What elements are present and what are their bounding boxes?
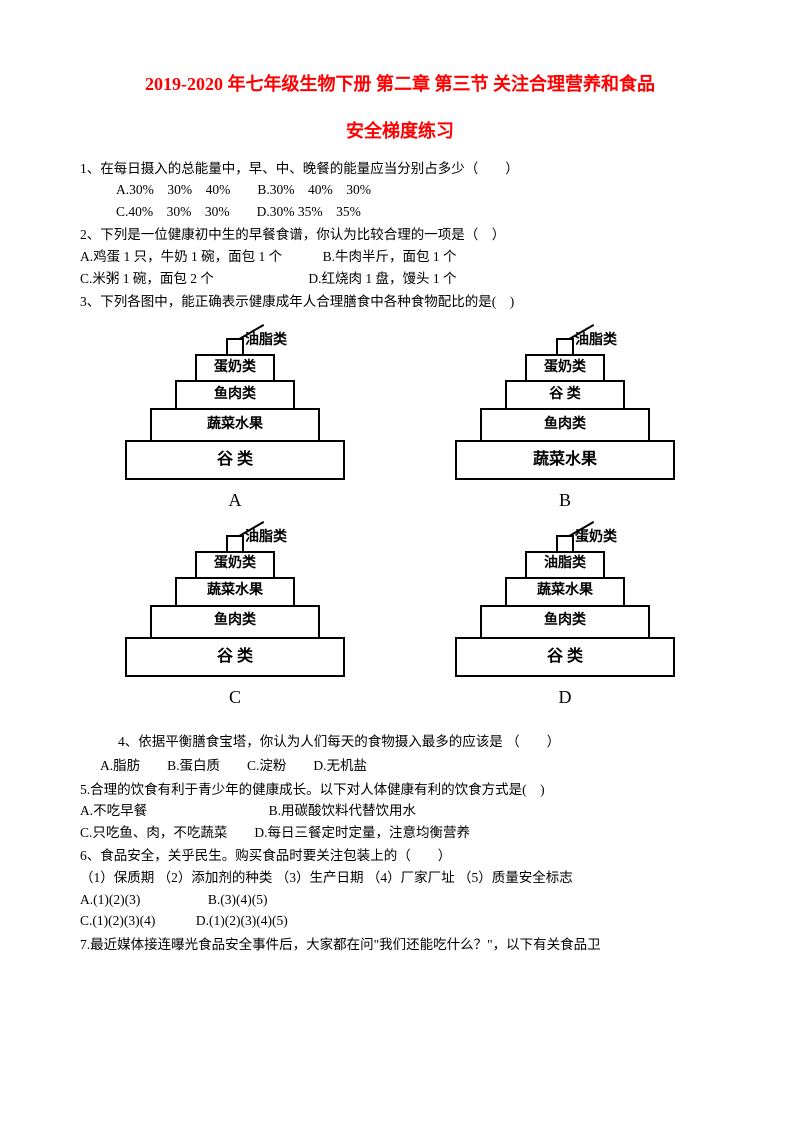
pyramid-B-l1: 蛋奶类 xyxy=(525,354,605,382)
pyramid-D-l3: 鱼肉类 xyxy=(480,605,650,639)
q2-optC: C.米粥 1 碗，面包 2 个 xyxy=(80,271,214,286)
q5-optD: D.每日三餐定时定量，注意均衡营养 xyxy=(254,825,470,840)
q4-optA: A.脂肪 xyxy=(100,758,140,773)
pyramid-C-l3: 鱼肉类 xyxy=(150,605,320,639)
title-line1: 2019-2020 年七年级生物下册 第二章 第三节 关注合理营养和食品 xyxy=(80,70,720,99)
q1-options-row1: A.30% 30% 40% B.30% 40% 30% xyxy=(80,179,720,201)
q6-optC: C.(1)(2)(3)(4) xyxy=(80,913,155,928)
q4-optD: D.无机盐 xyxy=(313,758,367,773)
pyramid-C-top: 油脂类 xyxy=(245,527,287,549)
pyramid-B: 油脂类 蛋奶类 谷 类 鱼肉类 蔬菜水果 B xyxy=(430,338,700,515)
q5-row2: C.只吃鱼、肉，不吃蔬菜 D.每日三餐定时定量，注意均衡营养 xyxy=(80,822,720,844)
q6-row1: A.(1)(2)(3) B.(3)(4)(5) xyxy=(80,889,720,911)
pyramid-A-l4: 谷 类 xyxy=(125,440,345,480)
document-title: 2019-2020 年七年级生物下册 第二章 第三节 关注合理营养和食品 安全梯… xyxy=(80,70,720,146)
pyramid-C-label: C xyxy=(229,683,241,712)
pyramid-C: 油脂类 蛋奶类 蔬菜水果 鱼肉类 谷 类 C xyxy=(100,535,370,712)
q4-options: A.脂肪 B.蛋白质 C.淀粉 D.无机盐 xyxy=(80,755,720,777)
q1-optC: C.40% 30% 30% xyxy=(116,204,230,219)
pyramid-A-l3: 蔬菜水果 xyxy=(150,408,320,442)
pyramid-B-label: B xyxy=(559,486,571,515)
pyramid-B-l3: 鱼肉类 xyxy=(480,408,650,442)
question-4: 4、依据平衡膳食宝塔，你认为人们每天的食物摄入最多的应该是 （ ） xyxy=(80,731,720,753)
q1-optB: B.30% 40% 30% xyxy=(257,182,371,197)
q2-row2: C.米粥 1 碗，面包 2 个 D.红烧肉 1 盘，馒头 1 个 xyxy=(80,268,720,290)
q2-row1: A.鸡蛋 1 只，牛奶 1 碗，面包 1 个 B.牛肉半斤，面包 1 个 xyxy=(80,246,720,268)
q5-text: 5.合理的饮食有利于青少年的健康成长。以下对人体健康有利的饮食方式是( ) xyxy=(80,779,720,801)
pyramid-D-l4: 谷 类 xyxy=(455,637,675,677)
pyramid-A: 油脂类 蛋奶类 鱼肉类 蔬菜水果 谷 类 A xyxy=(100,338,370,515)
pyramid-D-label: D xyxy=(559,683,572,712)
q1-text: 1、在每日摄入的总能量中，早、中、晚餐的能量应当分别占多少（ ） xyxy=(80,158,720,180)
pyramid-A-l2: 鱼肉类 xyxy=(175,380,295,410)
pyramid-D: 蛋奶类 油脂类 蔬菜水果 鱼肉类 谷 类 D xyxy=(430,535,700,712)
pyramid-D-top: 蛋奶类 xyxy=(575,527,617,549)
q2-optA: A.鸡蛋 1 只，牛奶 1 碗，面包 1 个 xyxy=(80,249,282,264)
q6-sub: （1）保质期 （2）添加剂的种类 （3）生产日期 （4）厂家厂址 （5）质量安全… xyxy=(80,867,720,889)
pyramid-A-top: 油脂类 xyxy=(245,330,287,352)
question-2: 2、下列是一位健康初中生的早餐食谱，你认为比较合理的一项是（ ） A.鸡蛋 1 … xyxy=(80,224,720,289)
pyramids-grid: 油脂类 蛋奶类 鱼肉类 蔬菜水果 谷 类 A 油脂类 蛋奶类 谷 类 鱼肉类 蔬… xyxy=(100,338,700,712)
pyramid-D-l1: 油脂类 xyxy=(525,551,605,579)
q5-optC: C.只吃鱼、肉，不吃蔬菜 xyxy=(80,825,227,840)
pyramid-A-l1: 蛋奶类 xyxy=(195,354,275,382)
pyramid-A-label: A xyxy=(229,486,242,515)
q6-row2: C.(1)(2)(3)(4) D.(1)(2)(3)(4)(5) xyxy=(80,910,720,932)
q4-optB: B.蛋白质 xyxy=(167,758,220,773)
q1-options-row2: C.40% 30% 30% D.30% 35% 35% xyxy=(80,201,720,223)
question-1: 1、在每日摄入的总能量中，早、中、晚餐的能量应当分别占多少（ ） A.30% 3… xyxy=(80,158,720,223)
q2-optB: B.牛肉半斤，面包 1 个 xyxy=(323,249,457,264)
q6-optB: B.(3)(4)(5) xyxy=(208,892,268,907)
q2-text: 2、下列是一位健康初中生的早餐食谱，你认为比较合理的一项是（ ） xyxy=(80,224,720,246)
q1-optA: A.30% 30% 40% xyxy=(116,182,230,197)
q5-row1: A.不吃早餐 B.用碳酸饮料代替饮用水 xyxy=(80,800,720,822)
q5-optB: B.用碳酸饮料代替饮用水 xyxy=(269,803,416,818)
q6-optA: A.(1)(2)(3) xyxy=(80,892,140,907)
pyramid-B-top: 油脂类 xyxy=(575,330,617,352)
question-3: 3、下列各图中，能正确表示健康成年人合理膳食中各种食物配比的是( ) xyxy=(80,291,720,313)
pyramid-B-l4: 蔬菜水果 xyxy=(455,440,675,480)
q5-optA: A.不吃早餐 xyxy=(80,803,147,818)
q4-text: 4、依据平衡膳食宝塔，你认为人们每天的食物摄入最多的应该是 （ ） xyxy=(118,731,720,753)
q7-text: 7.最近媒体接连曝光食品安全事件后，大家都在问"我们还能吃什么？"，以下有关食品… xyxy=(80,934,720,956)
pyramid-C-l2: 蔬菜水果 xyxy=(175,577,295,607)
pyramid-D-l2: 蔬菜水果 xyxy=(505,577,625,607)
question-7: 7.最近媒体接连曝光食品安全事件后，大家都在问"我们还能吃什么？"，以下有关食品… xyxy=(80,934,720,956)
pyramid-C-l4: 谷 类 xyxy=(125,637,345,677)
q6-optD: D.(1)(2)(3)(4)(5) xyxy=(196,913,288,928)
q2-optD: D.红烧肉 1 盘，馒头 1 个 xyxy=(308,271,456,286)
q6-text: 6、食品安全，关乎民生。购买食品时要关注包装上的（ ） xyxy=(80,845,720,867)
question-5: 5.合理的饮食有利于青少年的健康成长。以下对人体健康有利的饮食方式是( ) A.… xyxy=(80,779,720,844)
q4-optC: C.淀粉 xyxy=(247,758,286,773)
title-line2: 安全梯度练习 xyxy=(80,117,720,146)
q1-optD: D.30% 35% 35% xyxy=(257,204,361,219)
pyramid-C-l1: 蛋奶类 xyxy=(195,551,275,579)
question-6: 6、食品安全，关乎民生。购买食品时要关注包装上的（ ） （1）保质期 （2）添加… xyxy=(80,845,720,931)
pyramid-B-l2: 谷 类 xyxy=(505,380,625,410)
q3-text: 3、下列各图中，能正确表示健康成年人合理膳食中各种食物配比的是( ) xyxy=(80,291,720,313)
